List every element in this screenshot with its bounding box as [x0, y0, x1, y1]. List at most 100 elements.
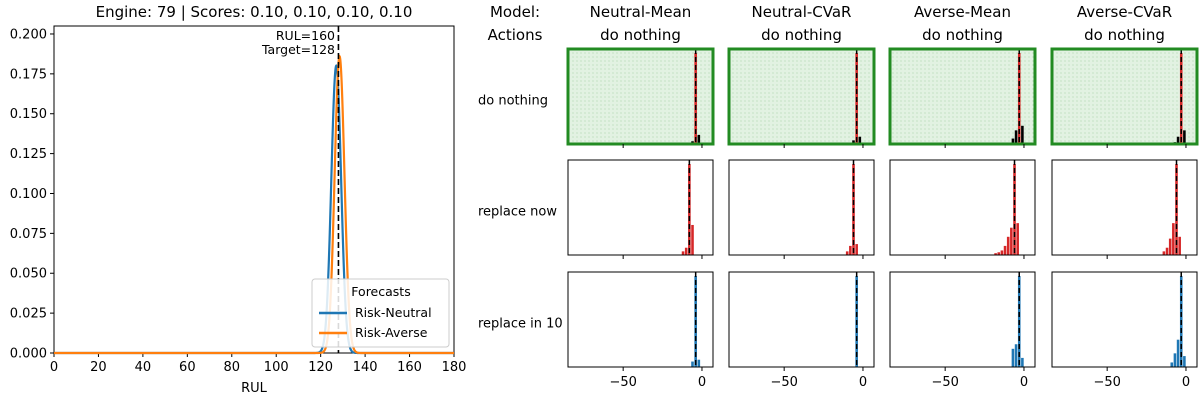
y-tick-label: 0.175 [10, 67, 47, 82]
histogram-bar [855, 244, 858, 255]
model-header: Model: [490, 3, 540, 21]
histogram-bar [852, 140, 855, 144]
column-action-label: do nothing [600, 26, 681, 44]
panel-x-tick-label: 0 [1020, 375, 1028, 390]
panel-frame [728, 159, 875, 256]
y-tick-label: 0.125 [10, 147, 47, 162]
panel-highlight-fill [568, 49, 713, 144]
y-tick-label: 0.075 [10, 227, 47, 242]
forecast-chart: Engine: 79 | Scores: 0.10, 0.10, 0.10, 0… [10, 3, 467, 396]
histogram-panel: −50 0 [1051, 271, 1198, 390]
histogram-bar [1176, 339, 1180, 367]
histogram-panel: −50 0 [567, 271, 714, 390]
column-model-label: Averse-Mean [914, 3, 1011, 21]
histogram-panel [888, 47, 1037, 148]
series-line-risk-averse [54, 54, 454, 355]
histogram-bar [1176, 136, 1180, 144]
x-tick-label: 0 [50, 360, 58, 375]
panel-x-tick-label: 0 [1182, 375, 1190, 390]
histogram-panel: −50 0 [728, 271, 875, 390]
legend-title: Forecasts [351, 284, 410, 299]
legend-label-risk-averse: Risk-Averse [355, 325, 428, 340]
panel-x-tick-label: 0 [859, 375, 867, 390]
histogram-bar [1011, 138, 1015, 144]
histogram-bar [697, 359, 701, 367]
histogram-panel [889, 159, 1036, 259]
histogram-bar [1016, 223, 1019, 255]
y-tick-label: 0.025 [10, 307, 47, 322]
histogram-bar [684, 247, 688, 255]
histogram-bar [697, 134, 701, 144]
histogram-bar [1021, 125, 1024, 144]
panel-x-tick-label: −50 [931, 375, 958, 390]
histogram-bar [1021, 357, 1024, 367]
rul-annotation: RUL=160 [276, 28, 335, 43]
histogram-bar [1178, 236, 1181, 255]
x-tick-label: 180 [442, 360, 467, 375]
column-model-label: Neutral-Mean [590, 3, 692, 21]
panel-frame [567, 271, 714, 368]
histogram-bar [1003, 245, 1007, 255]
histogram-bar [1162, 251, 1166, 255]
x-tick-label: 80 [224, 360, 241, 375]
panel-frame-selected [888, 47, 1037, 146]
legend: Forecasts Risk-Neutral Risk-Averse [311, 278, 450, 348]
column-model-label: Neutral-CVaR [752, 3, 852, 21]
panel-frame [567, 159, 714, 256]
panel-highlight-fill [729, 49, 874, 144]
panel-frame [1051, 159, 1198, 256]
histogram-bar [1000, 250, 1004, 255]
x-tick-label: 140 [353, 360, 378, 375]
x-tick-label: 40 [135, 360, 152, 375]
column-action-label: do nothing [922, 26, 1003, 44]
histogram-bar [1014, 344, 1018, 367]
panel-x-tick-label: −50 [770, 375, 797, 390]
row-action-label: do nothing [478, 94, 548, 109]
actions-header: Actions [488, 26, 543, 44]
target-annotation: Target=128 [261, 42, 335, 57]
chart-title: Engine: 79 | Scores: 0.10, 0.10, 0.10, 0… [96, 3, 413, 21]
row-action-label: replace in 10 [478, 317, 563, 332]
panel-x-tick-label: 0 [698, 375, 706, 390]
x-axis-label: RUL [241, 381, 268, 396]
histogram-bar [1014, 130, 1018, 144]
x-tick-label: 100 [264, 360, 289, 375]
histogram-panel [567, 159, 714, 259]
y-tick-label: 0.050 [10, 267, 47, 282]
legend-box [311, 278, 450, 348]
x-tick-label: 120 [308, 360, 333, 375]
panel-frame-selected [566, 47, 715, 146]
histogram-panel [1051, 159, 1198, 259]
panel-frame [1051, 271, 1198, 368]
panel-frame [889, 271, 1036, 368]
histogram-bar [858, 136, 862, 144]
histogram-panel [566, 47, 715, 148]
histogram-bar [691, 224, 694, 255]
y-tick-label: 0.150 [10, 107, 47, 122]
histogram-bar [1172, 223, 1175, 255]
histogram-bar [1168, 238, 1172, 255]
x-tick-label: 160 [397, 360, 422, 375]
histogram-bar [1173, 353, 1177, 367]
x-tick-label: 20 [90, 360, 107, 375]
column-model-label: Averse-CVaR [1077, 3, 1172, 21]
column-action-label: do nothing [1084, 26, 1165, 44]
histogram-bar [845, 251, 849, 255]
panel-x-tick-label: −50 [609, 375, 636, 390]
panel-highlight-fill [890, 49, 1035, 144]
y-tick-label: 0.100 [10, 187, 47, 202]
panel-x-tick-label: −50 [1093, 375, 1120, 390]
panel-frame [728, 271, 875, 368]
legend-label-risk-neutral: Risk-Neutral [355, 305, 432, 320]
histogram-bar [1183, 130, 1186, 144]
row-action-label: replace now [478, 205, 557, 220]
histogram-bar [1170, 362, 1174, 367]
panel-frame [889, 159, 1036, 256]
histogram-bar [1011, 348, 1015, 367]
y-tick-label: 0.200 [10, 27, 47, 42]
histogram-bar [1183, 356, 1186, 367]
panel-frame-selected [1050, 47, 1199, 146]
panel-highlight-fill [1052, 49, 1197, 144]
column-action-label: do nothing [761, 26, 842, 44]
